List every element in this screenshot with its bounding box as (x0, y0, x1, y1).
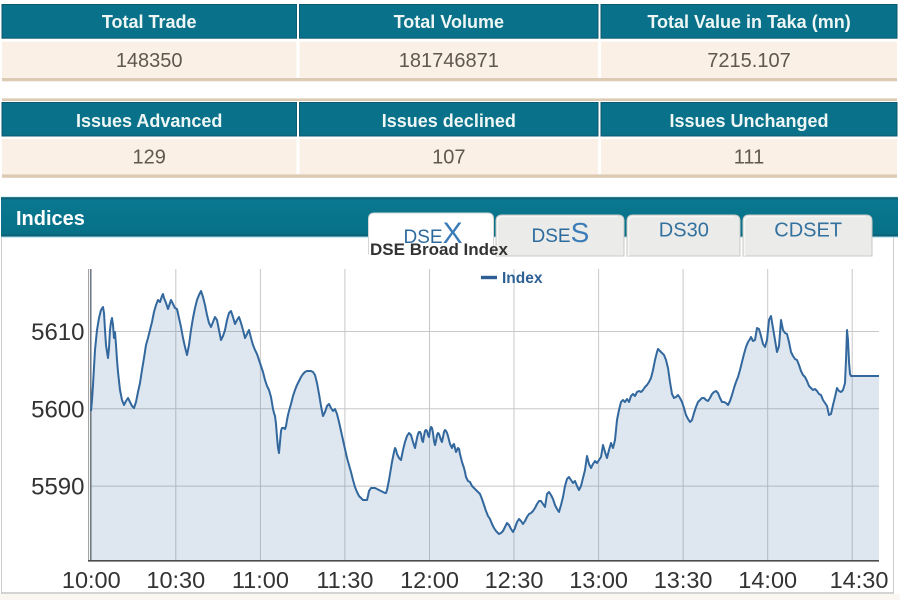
svg-text:DSE Broad Index: DSE Broad Index (370, 240, 508, 259)
svg-text:181746871: 181746871 (399, 50, 499, 72)
svg-text:11:00: 11:00 (232, 567, 289, 593)
svg-text:14:00: 14:00 (738, 567, 797, 593)
svg-text:12:00: 12:00 (400, 567, 459, 593)
svg-text:7215.107: 7215.107 (707, 50, 790, 72)
svg-text:129: 129 (133, 147, 166, 169)
svg-text:DS30: DS30 (659, 220, 709, 242)
svg-text:13:00: 13:00 (569, 567, 628, 593)
svg-text:Issues Advanced: Issues Advanced (76, 111, 222, 131)
svg-text:Total Value in Taka (mn): Total Value in Taka (mn) (647, 12, 850, 32)
svg-text:10:30: 10:30 (146, 567, 205, 593)
svg-text:5600: 5600 (31, 396, 84, 423)
svg-text:12:30: 12:30 (485, 567, 544, 593)
svg-text:13:30: 13:30 (654, 567, 713, 593)
svg-text:CDSET: CDSET (774, 220, 842, 242)
svg-text:10:00: 10:00 (62, 567, 121, 593)
svg-text:111: 111 (734, 147, 764, 169)
svg-text:Issues declined: Issues declined (382, 111, 516, 131)
svg-text:Total Trade: Total Trade (102, 12, 197, 32)
svg-text:Indices: Indices (16, 208, 85, 230)
svg-text:Index: Index (502, 270, 543, 287)
svg-text:Issues Unchanged: Issues Unchanged (669, 111, 828, 131)
svg-text:11:30: 11:30 (316, 567, 373, 593)
svg-text:Total Volume: Total Volume (394, 12, 504, 32)
svg-text:5590: 5590 (31, 474, 84, 501)
svg-text:14:30: 14:30 (830, 567, 889, 593)
svg-text:148350: 148350 (116, 50, 183, 72)
svg-text:5610: 5610 (31, 319, 84, 346)
svg-text:107: 107 (432, 147, 465, 169)
